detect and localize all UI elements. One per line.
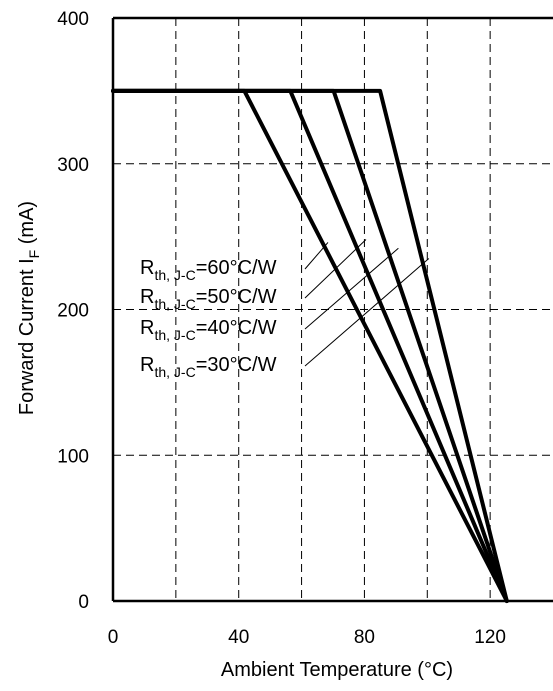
- annotation-value: =40°C/W: [196, 317, 277, 339]
- tick-labels: 0 40 80 120 0 100 200 300 400: [57, 9, 506, 648]
- annotation-leader-line: [304, 247, 399, 330]
- y-tick-label: 200: [57, 301, 89, 322]
- annotation-symbol: R: [140, 286, 154, 308]
- y-tick-label: 400: [57, 9, 89, 30]
- series-group: [111, 88, 509, 603]
- annotation-symbol: R: [140, 317, 154, 339]
- annotation-value: =60°C/W: [196, 257, 277, 279]
- annotation-label: Rth, J-C=50°C/W: [140, 286, 277, 312]
- annotation-leader-line: [304, 239, 367, 299]
- x-tick-label: 120: [474, 627, 506, 648]
- annotation-subscript: th, J-C: [154, 296, 195, 312]
- series-line-4: [111, 88, 509, 603]
- x-tick-label: 0: [108, 627, 119, 648]
- y-tick-label: 0: [78, 592, 89, 613]
- annotation-leader-line: [304, 258, 430, 367]
- y-axis-title-main: Forward Current I: [16, 258, 38, 415]
- plot-frame: [111, 16, 553, 603]
- y-tick-label: 100: [57, 446, 89, 467]
- annotation-subscript: th, J-C: [154, 364, 195, 380]
- y-axis-title-subscript: F: [26, 250, 42, 259]
- annotation-label: Rth, J-C=60°C/W: [140, 257, 277, 283]
- annotation-subscript: th, J-C: [154, 267, 195, 283]
- annotation-label: Rth, J-C=40°C/W: [140, 317, 277, 343]
- y-axis-title: Forward Current IF (mA): [16, 201, 42, 415]
- annotation-label: Rth, J-C=30°C/W: [140, 354, 277, 380]
- x-tick-label: 40: [228, 627, 249, 648]
- annotation-leader-line: [304, 242, 329, 270]
- annotation-subscript: th, J-C: [154, 327, 195, 343]
- x-tick-label: 80: [354, 627, 375, 648]
- y-axis-title-unit: (mA): [16, 201, 38, 250]
- annotation-symbol: R: [140, 257, 154, 279]
- annotation-value: =30°C/W: [196, 354, 277, 376]
- annotation-value: =50°C/W: [196, 286, 277, 308]
- x-axis-title: Ambient Temperature (°C): [221, 659, 453, 681]
- y-tick-label: 300: [57, 155, 89, 176]
- annotation-symbol: R: [140, 354, 154, 376]
